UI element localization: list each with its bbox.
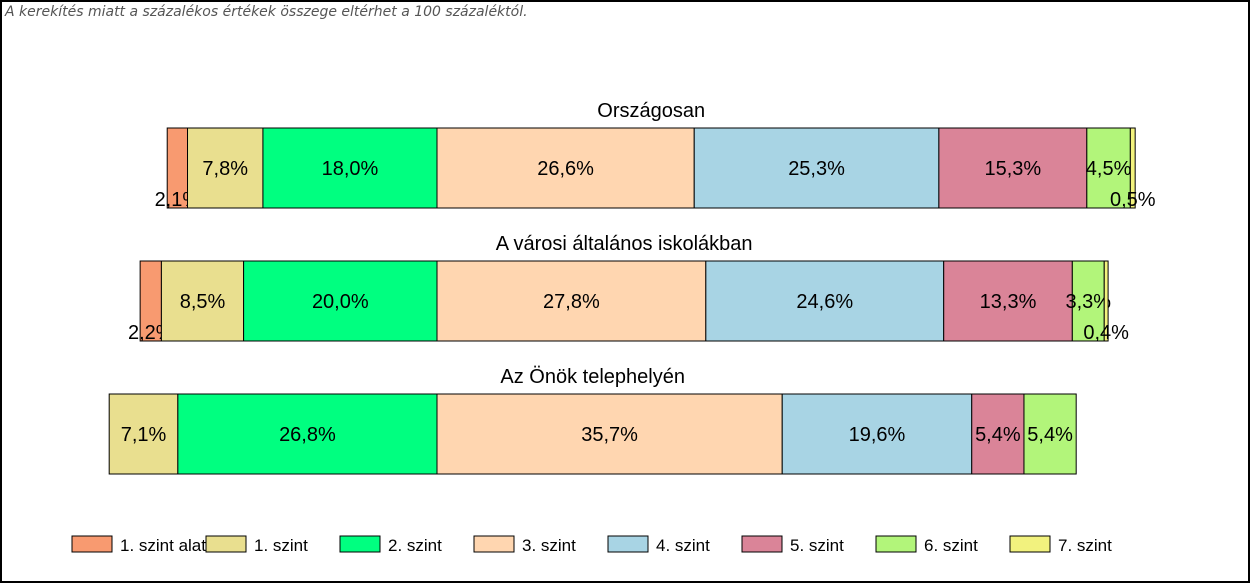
legend-swatch — [205, 535, 247, 553]
data-label: 19,6% — [849, 424, 906, 446]
legend-label: 4. szint — [656, 536, 710, 555]
legend-label: 2. szint — [388, 536, 442, 555]
data-label: 35,7% — [581, 424, 638, 446]
legend-swatch — [741, 535, 783, 553]
data-label: 4,5% — [1086, 158, 1132, 180]
legend-swatch — [607, 535, 649, 553]
bar-segment — [1023, 393, 1077, 475]
data-label: 26,6% — [537, 158, 594, 180]
bar-segment — [243, 260, 438, 342]
row-title: Az Önök telephelyén — [500, 366, 685, 388]
bar-segment — [781, 393, 973, 475]
bar-segment — [1086, 127, 1131, 209]
data-label: 25,3% — [788, 158, 845, 180]
data-label: 0,5% — [1110, 189, 1156, 211]
data-label: 5,4% — [1027, 424, 1073, 446]
data-label: 26,8% — [279, 424, 336, 446]
legend-swatch — [473, 535, 515, 553]
bar-segment — [436, 393, 783, 475]
data-label: 13,3% — [980, 291, 1037, 313]
bar-segment — [971, 393, 1025, 475]
row-title: Országosan — [597, 100, 705, 122]
legend-label: 1. szint — [254, 536, 308, 555]
bar-segment — [705, 260, 945, 342]
bar-segment — [1129, 127, 1136, 209]
bar-segment — [160, 260, 245, 342]
data-label: 3,3% — [1065, 291, 1111, 313]
bar-segment — [108, 393, 179, 475]
data-label: 15,3% — [984, 158, 1041, 180]
bar-segment — [177, 393, 438, 475]
data-label: 0,4% — [1083, 322, 1129, 344]
data-label: 24,6% — [796, 291, 853, 313]
data-label: 7,8% — [202, 158, 248, 180]
legend-swatch — [1009, 535, 1051, 553]
legend-label: 7. szint — [1058, 536, 1112, 555]
bar-segment — [187, 127, 264, 209]
legend-label: 3. szint — [522, 536, 576, 555]
row-title: A városi általános iskolákban — [496, 233, 753, 255]
data-label: 7,1% — [121, 424, 167, 446]
bar-segment — [693, 127, 940, 209]
bar-segment — [943, 260, 1073, 342]
legend-label: 6. szint — [924, 536, 978, 555]
data-label: 8,5% — [180, 291, 226, 313]
bar-segment — [436, 260, 707, 342]
data-label: 5,4% — [975, 424, 1021, 446]
legend-label: 5. szint — [790, 536, 844, 555]
bar-segment — [1103, 260, 1109, 342]
bar-segment — [938, 127, 1088, 209]
data-label: 20,0% — [312, 291, 369, 313]
data-label: 27,8% — [543, 291, 600, 313]
legend-swatch — [875, 535, 917, 553]
rounding-note: A kerekítés miatt a százalékos értékek ö… — [5, 4, 528, 20]
legend-label: 1. szint alatti — [120, 536, 215, 555]
bar-segment — [262, 127, 438, 209]
legend-swatch — [71, 535, 113, 553]
legend-swatch — [339, 535, 381, 553]
data-label: 18,0% — [322, 158, 379, 180]
